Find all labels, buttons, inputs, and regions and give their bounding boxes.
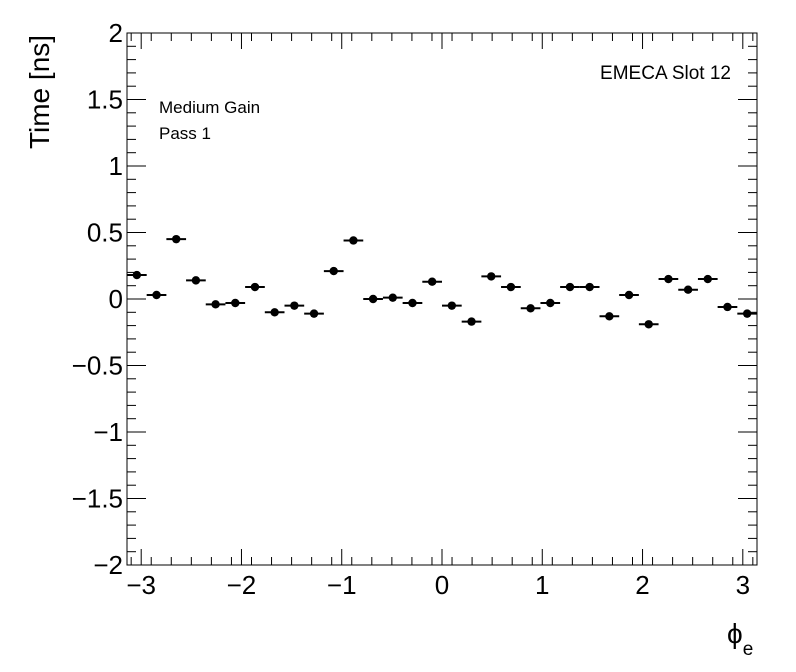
- data-point: [270, 308, 279, 317]
- slot-annotation: EMECA Slot 12: [600, 63, 731, 84]
- y-axis-title: Time [ns]: [24, 35, 55, 149]
- data-point: [624, 290, 634, 300]
- x-axis-title-sub: e: [743, 639, 754, 660]
- data-point: [703, 274, 712, 284]
- data-point: [231, 298, 240, 308]
- x-tick-label: 0: [435, 570, 449, 600]
- data-point: [723, 302, 732, 312]
- x-tick-label: 2: [635, 570, 649, 600]
- pass-annotation: Pass 1: [159, 124, 211, 143]
- y-tick-label: 1: [109, 151, 123, 181]
- data-point: [664, 274, 673, 284]
- data-points: [127, 234, 757, 329]
- x-tick-label: −3: [126, 570, 156, 600]
- data-point: [152, 290, 161, 300]
- data-point: [408, 298, 417, 308]
- data-point: [388, 293, 397, 302]
- data-point: [506, 282, 516, 292]
- data-point: [742, 309, 752, 318]
- x-tick-label: 1: [535, 570, 549, 600]
- x-tick-label: −2: [227, 570, 257, 600]
- y-tick-label: 0: [109, 284, 123, 314]
- data-point: [467, 317, 476, 326]
- y-tick-label: 1.5: [87, 85, 123, 115]
- data-point: [585, 282, 594, 292]
- data-point: [368, 294, 378, 304]
- y-tick-label: −1.5: [72, 484, 123, 514]
- data-point: [349, 236, 358, 245]
- data-point: [191, 276, 201, 285]
- data-point: [309, 309, 319, 318]
- ticks: [127, 32, 757, 566]
- y-tick-label: 0.5: [87, 218, 123, 248]
- data-point: [250, 282, 260, 292]
- tick-labels: −3 −2 −1 0 1 2 3−2−1.5−1−0.500.511.52: [72, 18, 750, 600]
- data-point: [290, 301, 299, 310]
- data-point: [683, 285, 693, 294]
- data-point: [565, 282, 575, 292]
- data-point: [211, 300, 220, 309]
- data-point: [526, 304, 535, 313]
- data-point: [427, 277, 437, 286]
- data-point: [644, 320, 653, 329]
- x-axis-title-main: ϕ: [727, 618, 743, 649]
- x-tick-label: −1: [327, 570, 357, 600]
- y-tick-label: −1: [93, 417, 123, 447]
- y-tick-label: 2: [109, 18, 123, 48]
- data-point: [546, 298, 555, 308]
- data-point: [487, 272, 496, 281]
- data-point: [329, 266, 338, 276]
- data-point: [447, 301, 457, 310]
- x-tick-label: 3: [736, 570, 750, 600]
- x-axis-title: ϕe: [727, 618, 753, 660]
- y-tick-label: −0.5: [72, 351, 123, 381]
- data-point: [605, 312, 614, 321]
- data-point: [132, 270, 142, 280]
- gain-annotation: Medium Gain: [159, 98, 260, 117]
- y-tick-label: −2: [93, 550, 123, 580]
- data-point: [172, 234, 181, 244]
